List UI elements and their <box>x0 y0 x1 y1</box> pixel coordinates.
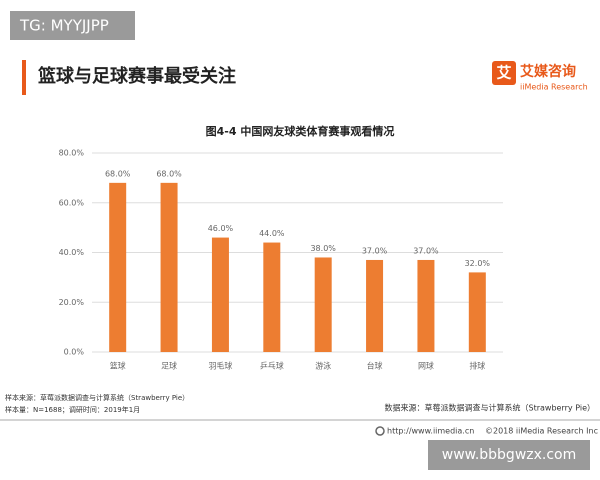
chart-title: 图4-4 中国网友球类体育赛事观看情况 <box>206 124 395 138</box>
bar <box>314 257 332 352</box>
logo-sub: iiMedia Research <box>520 83 588 92</box>
value-label: 38.0% <box>310 244 336 253</box>
data-source: 数据来源：草莓派数据调查与计算系统（Strawberry Pie） <box>385 403 595 413</box>
sample-size: 样本量：N=1688；调研时间：2019年1月 <box>5 405 140 414</box>
plot: 0.0% 20.0% 40.0% 60.0% 80.0% 篮球 68.0% 足球 68.0% 羽毛… <box>59 149 503 371</box>
bar <box>417 259 435 352</box>
logo-icon: 艾 <box>496 64 511 82</box>
y-tick-label: 60.0% <box>59 198 85 207</box>
heading-bar <box>22 60 26 95</box>
value-label: 46.0% <box>208 224 234 233</box>
x-tick-label: 排球 <box>469 361 485 371</box>
footer-url: http://www.iimedia.cn <box>387 427 474 436</box>
heading: 篮球与足球赛事最受关注 <box>37 65 236 87</box>
bar <box>160 182 178 352</box>
y-tick-label: 80.0% <box>59 149 85 158</box>
y-tick-label: 40.0% <box>59 248 85 257</box>
sample-source: 样本来源：草莓派数据调查与计算系统（Strawberry Pie） <box>5 393 189 402</box>
footer-icon <box>375 426 385 436</box>
bar <box>263 242 281 352</box>
bar <box>468 272 486 352</box>
x-tick-label: 乒乓球 <box>260 361 284 371</box>
x-tick-label: 足球 <box>161 361 177 371</box>
logo-icon-box <box>492 61 516 85</box>
y-tick-label: 0.0% <box>64 348 85 357</box>
y-tick-label: 20.0% <box>59 298 85 307</box>
value-label: 37.0% <box>362 246 388 255</box>
watermark-box <box>428 440 590 470</box>
value-label: 44.0% <box>259 229 285 238</box>
x-tick-label: 羽毛球 <box>208 361 232 371</box>
watermark: www.bbbgwzx.com <box>442 447 577 463</box>
value-label: 32.0% <box>465 259 491 268</box>
x-tick-label: 台球 <box>367 361 383 371</box>
bar <box>211 237 229 352</box>
value-label: 68.0% <box>156 169 182 178</box>
bar <box>366 259 384 352</box>
watermark: TG: MYYJJPP <box>19 17 109 35</box>
x-tick-label: 游泳 <box>315 361 331 371</box>
logo-name: 艾媒咨询 <box>520 63 576 80</box>
bar <box>109 182 127 352</box>
watermark-box <box>10 11 135 40</box>
value-label: 37.0% <box>413 246 439 255</box>
value-label: 68.0% <box>105 169 131 178</box>
x-tick-label: 网球 <box>418 361 434 371</box>
footer-copyright: ©2018 iiMedia Research Inc <box>485 427 598 436</box>
x-tick-label: 篮球 <box>110 361 126 371</box>
